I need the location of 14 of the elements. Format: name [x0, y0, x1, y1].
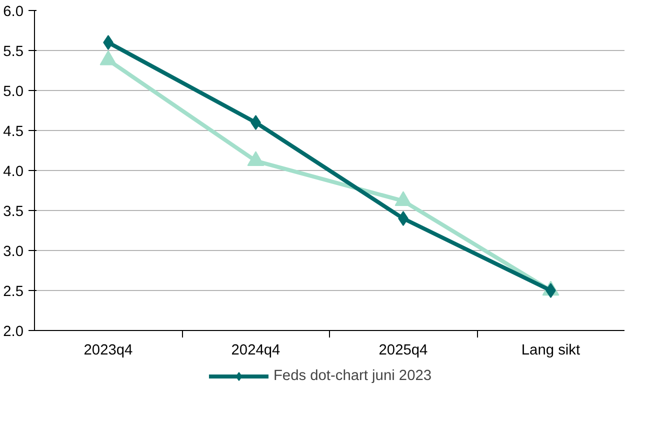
y-tick-label: 5.5	[3, 44, 24, 60]
x-tick-label: Lang sikt	[521, 342, 580, 358]
y-tick-label: 5.0	[3, 84, 24, 100]
y-tick-label: 3.0	[3, 244, 24, 260]
x-tick-label: 2025q4	[378, 342, 428, 358]
y-tick-label: 2.0	[3, 324, 24, 340]
y-tick-label: 6.0	[3, 4, 24, 20]
x-tick-label: 2023q4	[84, 342, 133, 358]
y-tick-label: 3.5	[3, 204, 24, 220]
y-tick-label: 4.0	[3, 164, 24, 180]
y-tick-label: 4.5	[3, 124, 24, 140]
legend-label: Feds dot-chart juni 2023	[273, 368, 432, 384]
y-tick-label: 2.5	[3, 284, 24, 300]
x-tick-label: 2024q4	[231, 342, 280, 358]
